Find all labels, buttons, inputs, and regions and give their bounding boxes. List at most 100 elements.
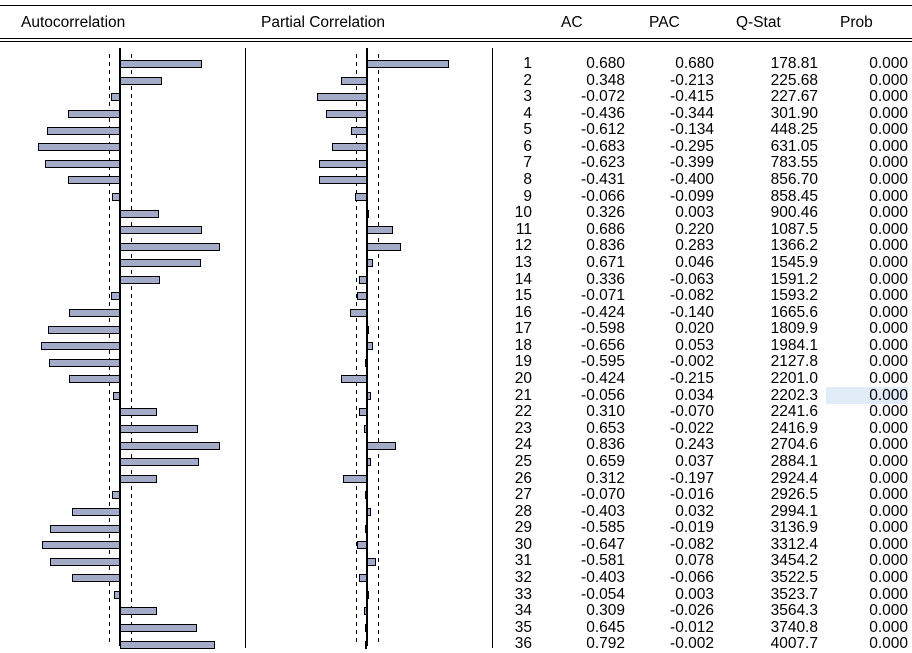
qstat-cell[interactable]: 1545.9 bbox=[770, 253, 818, 271]
qstat-cell[interactable]: 225.68 bbox=[770, 71, 818, 89]
qstat-cell[interactable]: 858.45 bbox=[770, 187, 818, 205]
pac-cell[interactable]: 0.053 bbox=[675, 336, 714, 354]
pac-cell[interactable]: 0.243 bbox=[675, 436, 714, 454]
ac-cell[interactable]: 0.348 bbox=[586, 71, 625, 89]
lag-cell[interactable]: 8 bbox=[523, 171, 532, 189]
pac-cell[interactable]: 0.003 bbox=[675, 204, 714, 222]
qstat-cell[interactable]: 1809.9 bbox=[770, 320, 818, 338]
pac-cell[interactable]: 0.283 bbox=[675, 237, 714, 255]
pac-cell[interactable]: -0.082 bbox=[670, 287, 714, 305]
lag-cell[interactable]: 36 bbox=[514, 635, 532, 653]
lag-cell[interactable]: 34 bbox=[514, 602, 532, 620]
lag-cell[interactable]: 35 bbox=[514, 618, 532, 636]
prob-cell[interactable]: 0.000 bbox=[869, 287, 908, 305]
pac-cell[interactable]: 0.034 bbox=[675, 386, 714, 404]
prob-cell[interactable]: 0.000 bbox=[869, 320, 908, 338]
lag-cell[interactable]: 23 bbox=[514, 419, 532, 437]
pac-cell[interactable]: -0.295 bbox=[670, 137, 714, 155]
lag-cell[interactable]: 20 bbox=[514, 370, 532, 388]
qstat-cell[interactable]: 2924.4 bbox=[770, 469, 818, 487]
prob-cell[interactable]: 0.000 bbox=[869, 303, 908, 321]
ac-cell[interactable]: -0.436 bbox=[581, 104, 625, 122]
prob-cell[interactable]: 0.000 bbox=[869, 237, 908, 255]
prob-cell[interactable]: 0.000 bbox=[869, 204, 908, 222]
pac-cell[interactable]: -0.026 bbox=[670, 602, 714, 620]
pac-cell[interactable]: 0.046 bbox=[675, 253, 714, 271]
lag-cell[interactable]: 7 bbox=[523, 154, 532, 172]
ac-cell[interactable]: -0.595 bbox=[581, 353, 625, 371]
lag-cell[interactable]: 33 bbox=[514, 585, 532, 603]
qstat-cell[interactable]: 178.81 bbox=[770, 55, 818, 72]
lag-cell[interactable]: 11 bbox=[515, 220, 532, 238]
prob-cell[interactable]: 0.000 bbox=[869, 585, 908, 603]
pac-cell[interactable]: 0.220 bbox=[675, 220, 714, 238]
qstat-cell[interactable]: 3454.2 bbox=[770, 552, 818, 570]
prob-cell[interactable]: 0.000 bbox=[869, 403, 908, 421]
pac-cell[interactable]: 0.037 bbox=[675, 452, 714, 470]
prob-cell[interactable]: 0.000 bbox=[869, 519, 908, 537]
qstat-cell[interactable]: 3523.7 bbox=[770, 585, 818, 603]
pac-cell[interactable]: -0.140 bbox=[670, 303, 714, 321]
lag-cell[interactable]: 24 bbox=[514, 436, 532, 454]
qstat-cell[interactable]: 1593.2 bbox=[770, 287, 818, 305]
qstat-cell[interactable]: 301.90 bbox=[770, 104, 818, 122]
qstat-cell[interactable]: 2926.5 bbox=[770, 486, 818, 504]
qstat-cell[interactable]: 3312.4 bbox=[770, 535, 818, 553]
ac-cell[interactable]: -0.431 bbox=[581, 171, 625, 189]
ac-cell[interactable]: -0.056 bbox=[581, 386, 625, 404]
ac-cell[interactable]: 0.659 bbox=[586, 452, 625, 470]
qstat-cell[interactable]: 3740.8 bbox=[770, 618, 818, 636]
prob-cell[interactable]: 0.000 bbox=[869, 71, 908, 89]
lag-cell[interactable]: 26 bbox=[514, 469, 532, 487]
pac-cell[interactable]: -0.099 bbox=[670, 187, 714, 205]
ac-cell[interactable]: -0.647 bbox=[581, 535, 625, 553]
qstat-cell[interactable]: 856.70 bbox=[770, 171, 818, 189]
prob-cell[interactable]: 0.000 bbox=[869, 419, 908, 437]
qstat-cell[interactable]: 1591.2 bbox=[770, 270, 818, 288]
lag-cell[interactable]: 3 bbox=[523, 88, 532, 106]
ac-cell[interactable]: 0.336 bbox=[586, 270, 625, 288]
ac-cell[interactable]: -0.598 bbox=[581, 320, 625, 338]
ac-cell[interactable]: 0.792 bbox=[586, 635, 625, 653]
lag-cell[interactable]: 32 bbox=[514, 568, 532, 586]
qstat-cell[interactable]: 448.25 bbox=[770, 121, 818, 139]
prob-cell[interactable]: 0.000 bbox=[869, 452, 908, 470]
lag-cell[interactable]: 21 bbox=[514, 386, 532, 404]
lag-cell[interactable]: 27 bbox=[514, 486, 532, 504]
prob-cell[interactable]: 0.000 bbox=[869, 55, 908, 72]
lag-cell[interactable]: 16 bbox=[514, 303, 532, 321]
ac-cell[interactable]: -0.070 bbox=[581, 486, 625, 504]
pac-cell[interactable]: -0.134 bbox=[670, 121, 714, 139]
pac-cell[interactable]: -0.400 bbox=[670, 171, 714, 189]
lag-cell[interactable]: 19 bbox=[514, 353, 532, 371]
lag-cell[interactable]: 15 bbox=[514, 287, 532, 305]
qstat-cell[interactable]: 3522.5 bbox=[770, 568, 818, 586]
ac-cell[interactable]: -0.072 bbox=[581, 88, 625, 106]
pac-cell[interactable]: -0.002 bbox=[670, 635, 714, 653]
prob-cell[interactable]: 0.000 bbox=[869, 154, 908, 172]
pac-cell[interactable]: -0.016 bbox=[670, 486, 714, 504]
ac-cell[interactable]: 0.836 bbox=[586, 237, 625, 255]
lag-cell[interactable]: 30 bbox=[514, 535, 532, 553]
prob-cell[interactable]: 0.000 bbox=[869, 336, 908, 354]
prob-cell[interactable]: 0.000 bbox=[869, 469, 908, 487]
ac-cell[interactable]: -0.054 bbox=[581, 585, 625, 603]
ac-cell[interactable]: 0.645 bbox=[586, 618, 625, 636]
lag-cell[interactable]: 5 bbox=[523, 121, 532, 139]
lag-cell[interactable]: 1 bbox=[523, 55, 532, 72]
pac-cell[interactable]: -0.012 bbox=[670, 618, 714, 636]
ac-cell[interactable]: 0.671 bbox=[586, 253, 625, 271]
pac-cell[interactable]: -0.066 bbox=[670, 568, 714, 586]
pac-cell[interactable]: -0.022 bbox=[670, 419, 714, 437]
qstat-cell[interactable]: 783.55 bbox=[770, 154, 818, 172]
pac-cell[interactable]: -0.215 bbox=[670, 370, 714, 388]
qstat-cell[interactable]: 227.67 bbox=[770, 88, 818, 106]
ac-cell[interactable]: -0.656 bbox=[581, 336, 625, 354]
lag-cell[interactable]: 2 bbox=[523, 71, 532, 89]
ac-cell[interactable]: 0.310 bbox=[586, 403, 625, 421]
pac-cell[interactable]: 0.003 bbox=[675, 585, 714, 603]
pac-cell[interactable]: 0.032 bbox=[675, 502, 714, 520]
pac-cell[interactable]: -0.213 bbox=[670, 71, 714, 89]
qstat-cell[interactable]: 3564.3 bbox=[770, 602, 818, 620]
qstat-cell[interactable]: 2994.1 bbox=[770, 502, 818, 520]
